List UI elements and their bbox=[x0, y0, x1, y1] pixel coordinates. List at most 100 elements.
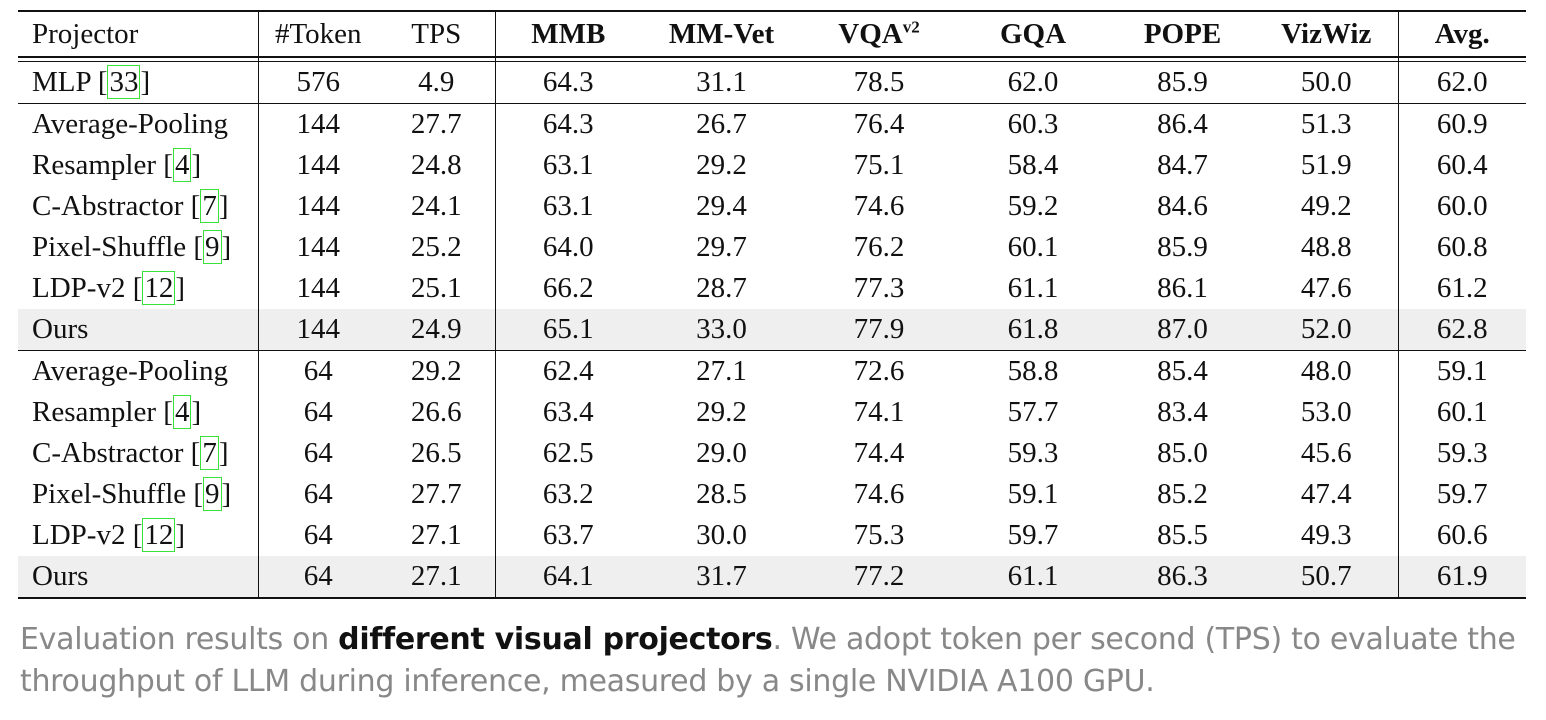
projector-name: Average-Pooling bbox=[18, 103, 259, 145]
table-cell: 59.7 bbox=[1007, 519, 1059, 551]
table-row: C-Abstractor [7] 144 24.1 63.1 29.4 74.6 59.2 8… bbox=[18, 186, 1526, 227]
table-cell: 60.8 bbox=[1436, 231, 1488, 263]
table-cell: 48.8 bbox=[1255, 227, 1399, 268]
header-vqa: VQAv2 bbox=[802, 11, 956, 58]
table-row: Average-Pooling 144 27.7 64.3 26.7 76.4 60.3 86… bbox=[18, 103, 1526, 145]
table-cell: 76.2 bbox=[853, 231, 905, 263]
table-cell: 27.7 bbox=[378, 474, 496, 515]
table-cell: 61.1 bbox=[1007, 272, 1059, 304]
table-row: C-Abstractor [7] 64 26.5 62.5 29.0 74.4 59.3 85… bbox=[18, 433, 1526, 474]
table-cell: 65.1 bbox=[495, 309, 641, 351]
projector-name: MLP [33] bbox=[18, 61, 259, 104]
table-cell: 61.8 bbox=[956, 309, 1110, 351]
projector-name: Ours bbox=[18, 309, 259, 351]
caption-suffix: . We adopt token per second (TPS) to eva… bbox=[20, 622, 1516, 699]
table-cell: 59.2 bbox=[1007, 190, 1059, 222]
table-cell: 29.4 bbox=[696, 190, 747, 222]
table-cell: 50.0 bbox=[1255, 61, 1399, 104]
table-cell: 25.2 bbox=[378, 227, 496, 268]
projector-label: MLP bbox=[32, 66, 91, 98]
projector-label: Average-Pooling bbox=[32, 108, 228, 140]
citation-link[interactable]: 12 bbox=[142, 271, 176, 305]
table-cell: 63.7 bbox=[542, 519, 594, 551]
results-table: Projector #Token TPS MMB MM-Vet VQAv2 GQ… bbox=[18, 10, 1526, 599]
table-cell: 48.0 bbox=[1255, 350, 1399, 392]
table-cell: 64.1 bbox=[495, 556, 641, 599]
table-cell: 64.3 bbox=[495, 103, 641, 145]
table-cell: 26.7 bbox=[641, 103, 802, 145]
projector-name: Pixel-Shuffle [9] bbox=[18, 227, 259, 268]
table-cell: 27.1 bbox=[641, 350, 802, 392]
citation-link[interactable]: 7 bbox=[200, 436, 219, 470]
table-cell: 144 bbox=[258, 309, 378, 351]
table-cell: 58.8 bbox=[956, 350, 1110, 392]
table-cell: 33.0 bbox=[641, 309, 802, 351]
citation-link[interactable]: 33 bbox=[107, 65, 141, 99]
projector-label: Pixel-Shuffle bbox=[32, 478, 187, 510]
table-cell: 64 bbox=[303, 396, 333, 428]
citation-link[interactable]: 4 bbox=[172, 148, 192, 182]
table-cell: 60.0 bbox=[1436, 190, 1488, 222]
table-cell: 29.7 bbox=[696, 231, 747, 263]
table-cell: 62.8 bbox=[1398, 309, 1526, 351]
table-cell: 75.3 bbox=[853, 519, 905, 551]
table-cell: 85.9 bbox=[1157, 66, 1208, 98]
projector-name: C-Abstractor [7] bbox=[18, 186, 259, 227]
table-cell: 62.5 bbox=[542, 437, 594, 469]
table-cell: 27.7 bbox=[378, 103, 496, 145]
table-cell: 85.4 bbox=[1110, 350, 1255, 392]
table-cell: 61.1 bbox=[956, 556, 1110, 599]
table-cell: 59.1 bbox=[1398, 350, 1526, 392]
table-cell: 64 bbox=[303, 478, 333, 510]
projector-label: Pixel-Shuffle bbox=[32, 231, 187, 263]
table-cell: 74.4 bbox=[853, 437, 905, 469]
table-cell: 83.4 bbox=[1157, 396, 1208, 428]
table-cell: 27.1 bbox=[378, 556, 496, 599]
table-row: Ours 144 24.9 65.1 33.0 77.9 61.8 87.0 52.0 62.8 bbox=[18, 309, 1526, 351]
citation-link[interactable]: 4 bbox=[172, 395, 192, 429]
table-cell: 60.1 bbox=[1007, 231, 1059, 263]
table-cell: 77.3 bbox=[853, 272, 905, 304]
table-cell: 51.9 bbox=[1255, 145, 1399, 186]
table-cell: 78.5 bbox=[853, 66, 905, 98]
table-cell: 84.7 bbox=[1157, 149, 1208, 181]
table-cell: 28.5 bbox=[696, 478, 747, 510]
citation-link[interactable]: 9 bbox=[203, 477, 222, 511]
table-cell: 59.1 bbox=[1007, 478, 1059, 510]
table-cell: 49.3 bbox=[1255, 515, 1399, 556]
table-cell: 64.3 bbox=[542, 66, 594, 98]
table-cell: 24.8 bbox=[378, 145, 496, 186]
table-cell: 144 bbox=[258, 103, 378, 145]
table-cell: 27.1 bbox=[378, 515, 496, 556]
projector-label: Resampler bbox=[32, 396, 157, 428]
table-cell: 59.3 bbox=[1436, 437, 1488, 469]
table-cell: 61.2 bbox=[1436, 272, 1488, 304]
table-cell: 53.0 bbox=[1255, 392, 1399, 433]
table-cell: 31.7 bbox=[641, 556, 802, 599]
table-row: Ours 64 27.1 64.1 31.7 77.2 61.1 86.3 50.7 61.9 bbox=[18, 556, 1526, 599]
table-cell: 64 bbox=[303, 437, 333, 469]
projector-name: LDP-v2 [12] bbox=[18, 515, 259, 556]
table-cell: 66.2 bbox=[542, 272, 594, 304]
table-cell: 74.6 bbox=[853, 478, 905, 510]
table-cell: 64.0 bbox=[542, 231, 594, 263]
table-cell: 29.2 bbox=[696, 396, 747, 428]
table-cell: 85.9 bbox=[1157, 231, 1208, 263]
table-cell: 75.1 bbox=[853, 149, 905, 181]
table-cell: 30.0 bbox=[696, 519, 747, 551]
header-token: #Token bbox=[258, 11, 378, 58]
projector-label: LDP-v2 bbox=[32, 519, 126, 551]
table-cell: 576 bbox=[296, 66, 341, 98]
table-cell: 58.4 bbox=[1007, 149, 1059, 181]
table-cell: 72.6 bbox=[802, 350, 956, 392]
citation-link[interactable]: 9 bbox=[203, 230, 222, 264]
citation-link[interactable]: 7 bbox=[200, 189, 219, 223]
table-cell: 76.4 bbox=[802, 103, 956, 145]
table-cell: 31.1 bbox=[696, 66, 747, 98]
table-cell: 62.0 bbox=[1007, 66, 1059, 98]
citation-link[interactable]: 12 bbox=[142, 518, 176, 552]
table-cell: 144 bbox=[296, 272, 341, 304]
table-cell: 57.7 bbox=[1007, 396, 1059, 428]
table-cell: 85.5 bbox=[1157, 519, 1208, 551]
table-cell: 26.6 bbox=[378, 392, 496, 433]
